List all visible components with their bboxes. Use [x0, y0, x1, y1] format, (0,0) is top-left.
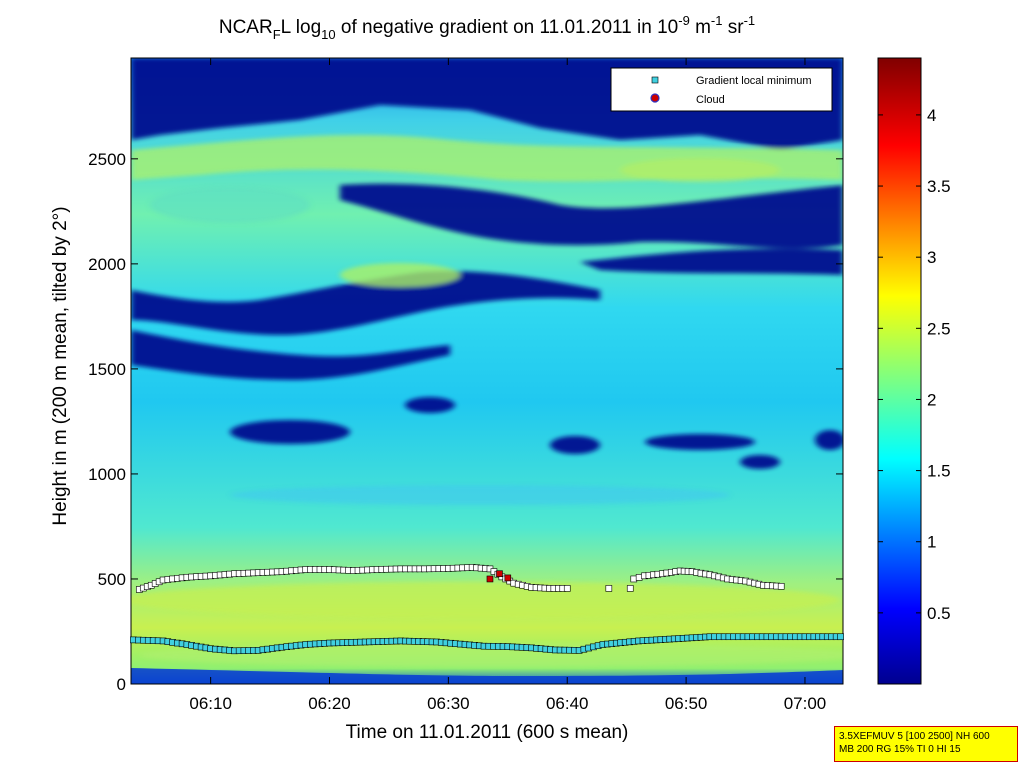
- chart-title: NCARFL log10 of negative gradient on 11.…: [219, 13, 755, 42]
- y-tick-label: 2000: [88, 255, 126, 274]
- info-line-2: MB 200 RG 15% TI 0 HI 15: [839, 744, 961, 755]
- legend-label-cloud: Cloud: [696, 94, 725, 106]
- x-tick-label: 06:30: [427, 694, 470, 713]
- colorbar-tick-label: 1.5: [927, 462, 951, 481]
- y-axis: 0 500 1000 1500 2000 2500: [88, 150, 843, 694]
- colorbar-tick-label: 2: [927, 390, 936, 409]
- x-tick-label: 07:00: [784, 694, 827, 713]
- colorbar-tick-label: 1: [927, 533, 936, 552]
- heatmap: [131, 58, 843, 684]
- colorbar-tick-label: 4: [927, 106, 936, 125]
- series-upper-layer-minimum: [136, 564, 785, 593]
- plot-frame: [130, 57, 844, 685]
- series-cloud: [486, 570, 512, 583]
- gradient-minimum-marker: [777, 583, 785, 590]
- info-box: 3.5XEFMUV 5 [100 2500] NH 600 MB 200 RG …: [834, 726, 1018, 762]
- gradient-minimum-marker: [605, 585, 613, 592]
- x-axis: 06:10 06:20 06:30 06:40 06:50 07:00: [189, 58, 826, 713]
- cloud-marker: [504, 574, 512, 582]
- y-tick-label: 2500: [88, 150, 126, 169]
- gradient-minimum-marker: [626, 585, 634, 592]
- y-tick-label: 0: [117, 675, 126, 694]
- y-axis-label: Height in m (200 m mean, tilted by 2°): [50, 206, 71, 525]
- x-tick-label: 06:20: [308, 694, 351, 713]
- colorbar-tick-label: 0.5: [927, 604, 951, 623]
- colorbar: 0.5 1 1.5 2 2.5 3 3.5 4: [877, 57, 951, 685]
- x-tick-label: 06:10: [189, 694, 232, 713]
- colorbar-gradient: [878, 58, 921, 684]
- info-line-1: 3.5XEFMUV 5 [100 2500] NH 600: [839, 731, 990, 742]
- legend-circle-marker: [650, 93, 660, 103]
- colorbar-tick-label: 3.5: [927, 177, 951, 196]
- y-tick-label: 1000: [88, 465, 126, 484]
- cloud-marker: [496, 570, 503, 578]
- cloud-marker: [486, 575, 494, 583]
- x-axis-label: Time on 11.01.2011 (600 s mean): [346, 722, 629, 743]
- gradient-minimum-marker: [563, 585, 571, 592]
- gradient-minimum-marker: [837, 633, 844, 641]
- colorbar-ticks: 0.5 1 1.5 2 2.5 3 3.5 4: [878, 106, 951, 623]
- series-low-layer-minimum: [130, 633, 844, 655]
- colorbar-frame: [877, 57, 922, 685]
- y-tick-label: 1500: [88, 360, 126, 379]
- legend: Gradient local minimum Cloud: [610, 67, 833, 112]
- legend-label-gradient: Gradient local minimum: [696, 75, 812, 87]
- colorbar-tick-label: 2.5: [927, 319, 951, 338]
- x-tick-label: 06:50: [665, 694, 708, 713]
- legend-square-marker: [651, 76, 659, 84]
- x-tick-label: 06:40: [546, 694, 589, 713]
- colorbar-tick-label: 3: [927, 248, 936, 267]
- y-tick-label: 500: [98, 570, 126, 589]
- legend-box: [610, 67, 833, 112]
